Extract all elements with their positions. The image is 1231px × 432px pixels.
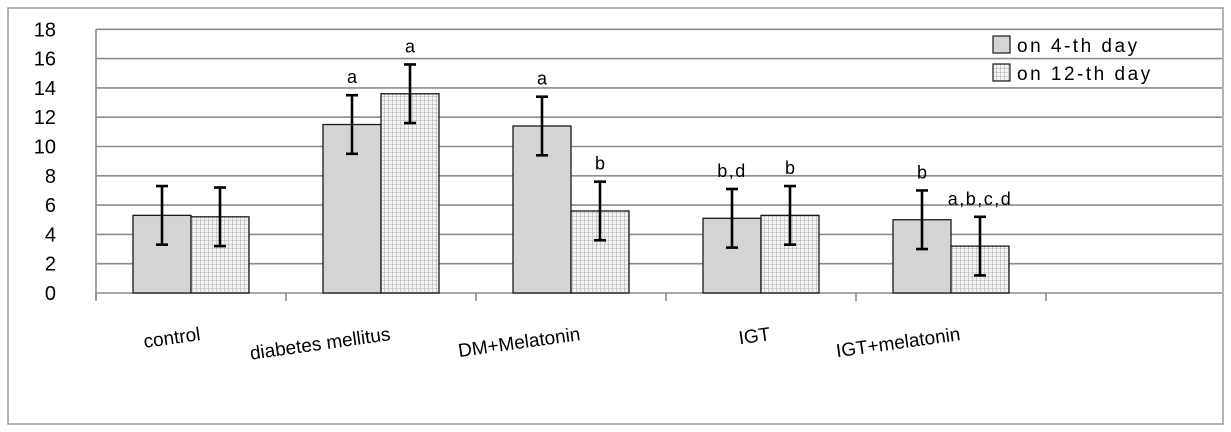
y-tick-label: 2	[45, 254, 56, 276]
significance-label: a	[537, 69, 548, 89]
category-label: IGT	[737, 324, 772, 349]
y-tick-label: 10	[34, 137, 56, 159]
y-tick-label: 6	[45, 195, 56, 217]
y-tick-label: 0	[45, 283, 56, 305]
legend-label: on 4-th day	[1017, 36, 1140, 57]
significance-label: b	[917, 162, 927, 182]
significance-label: a,b,c,d	[948, 189, 1013, 209]
significance-label: b	[595, 154, 605, 174]
significance-label: b	[785, 158, 795, 178]
significance-label: a	[405, 36, 416, 56]
y-tick-label: 14	[34, 78, 56, 100]
y-tick-label: 18	[34, 19, 56, 41]
legend-label: on 12-th day	[1017, 64, 1153, 85]
y-tick-label: 8	[45, 166, 56, 188]
legend-swatch	[992, 63, 1011, 82]
significance-label: a	[347, 67, 358, 87]
legend-swatch	[992, 35, 1011, 54]
bar	[380, 93, 440, 294]
significance-label: b,d	[717, 161, 747, 181]
y-tick-label: 16	[34, 49, 56, 71]
y-tick-label: 12	[34, 107, 56, 129]
y-tick-label: 4	[45, 224, 56, 246]
